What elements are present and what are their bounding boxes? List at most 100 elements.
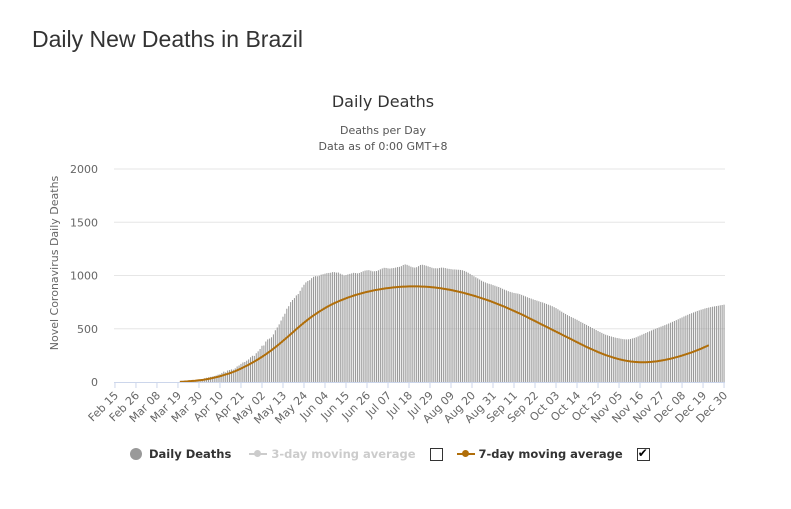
daily-deaths-bar[interactable] xyxy=(248,359,250,382)
daily-deaths-bar[interactable] xyxy=(509,291,511,382)
daily-deaths-bar[interactable] xyxy=(677,319,679,382)
daily-deaths-bar[interactable] xyxy=(662,325,664,382)
daily-deaths-bar[interactable] xyxy=(234,368,236,382)
daily-deaths-bar[interactable] xyxy=(412,267,414,382)
daily-deaths-bar[interactable] xyxy=(398,266,400,382)
daily-deaths-bar[interactable] xyxy=(309,280,311,382)
daily-deaths-bar[interactable] xyxy=(561,311,563,382)
daily-deaths-bar[interactable] xyxy=(408,265,410,382)
daily-deaths-bar[interactable] xyxy=(335,272,337,382)
daily-deaths-bar[interactable] xyxy=(712,306,714,382)
daily-deaths-bar[interactable] xyxy=(587,325,590,382)
daily-deaths-bar[interactable] xyxy=(219,374,221,382)
daily-deaths-bar[interactable] xyxy=(276,327,278,382)
daily-deaths-bar[interactable] xyxy=(232,369,234,382)
daily-deaths-bar[interactable] xyxy=(589,326,591,382)
daily-deaths-bar[interactable] xyxy=(526,297,528,382)
daily-deaths-bar[interactable] xyxy=(500,287,502,382)
daily-deaths-bar[interactable] xyxy=(314,276,316,382)
daily-deaths-bar[interactable] xyxy=(259,348,261,382)
daily-deaths-bar[interactable] xyxy=(374,271,376,382)
daily-deaths-bar[interactable] xyxy=(713,306,716,382)
daily-deaths-bar[interactable] xyxy=(524,296,526,382)
daily-deaths-bar[interactable] xyxy=(473,276,475,382)
daily-deaths-bar[interactable] xyxy=(463,270,465,382)
daily-deaths-bar[interactable] xyxy=(565,313,567,382)
daily-deaths-bar[interactable] xyxy=(458,269,460,382)
daily-deaths-bar[interactable] xyxy=(370,270,372,382)
daily-deaths-bar[interactable] xyxy=(467,272,469,382)
daily-deaths-bar[interactable] xyxy=(647,332,649,382)
daily-deaths-bar[interactable] xyxy=(593,328,595,382)
daily-deaths-bar[interactable] xyxy=(391,268,393,382)
daily-deaths-bar[interactable] xyxy=(377,270,379,382)
daily-deaths-bar[interactable] xyxy=(557,309,559,382)
daily-deaths-bar[interactable] xyxy=(255,353,257,382)
daily-deaths-bar[interactable] xyxy=(568,316,570,382)
daily-deaths-bar[interactable] xyxy=(494,285,496,382)
daily-deaths-bar[interactable] xyxy=(341,274,343,382)
daily-deaths-bar[interactable] xyxy=(230,369,232,382)
daily-deaths-bar[interactable] xyxy=(337,272,339,382)
daily-deaths-bar[interactable] xyxy=(582,322,584,382)
daily-deaths-bar[interactable] xyxy=(406,264,408,382)
daily-deaths-bar[interactable] xyxy=(553,307,555,382)
daily-deaths-bar[interactable] xyxy=(605,334,607,382)
daily-deaths-bar[interactable] xyxy=(513,292,515,382)
daily-deaths-bar[interactable] xyxy=(446,268,448,382)
daily-deaths-bar[interactable] xyxy=(249,357,252,382)
legend-daily-deaths[interactable]: Daily Deaths xyxy=(130,447,231,461)
daily-deaths-bar[interactable] xyxy=(355,273,357,382)
daily-deaths-bar[interactable] xyxy=(267,339,269,382)
daily-deaths-bar[interactable] xyxy=(616,338,618,382)
daily-deaths-bar[interactable] xyxy=(528,297,530,382)
daily-deaths-bar[interactable] xyxy=(675,320,677,382)
daily-deaths-bar[interactable] xyxy=(608,335,611,382)
daily-deaths-bar[interactable] xyxy=(334,272,336,382)
daily-deaths-bar[interactable] xyxy=(395,267,397,382)
daily-deaths-bar[interactable] xyxy=(263,345,265,382)
daily-deaths-bar[interactable] xyxy=(381,268,383,382)
daily-deaths-bar[interactable] xyxy=(393,268,395,382)
daily-deaths-bar[interactable] xyxy=(641,334,643,382)
daily-deaths-bar[interactable] xyxy=(698,310,700,382)
daily-deaths-bar[interactable] xyxy=(347,274,349,382)
daily-deaths-bar[interactable] xyxy=(542,302,544,382)
daily-deaths-bar[interactable] xyxy=(477,278,479,382)
daily-deaths-bar[interactable] xyxy=(461,270,463,382)
daily-deaths-bar[interactable] xyxy=(318,275,320,382)
daily-deaths-bar[interactable] xyxy=(215,375,217,382)
daily-deaths-bar[interactable] xyxy=(631,338,633,382)
daily-deaths-bar[interactable] xyxy=(486,283,488,382)
daily-deaths-bar[interactable] xyxy=(708,307,710,382)
daily-deaths-bar[interactable] xyxy=(404,264,406,382)
daily-deaths-bar[interactable] xyxy=(400,266,402,382)
daily-deaths-bar[interactable] xyxy=(421,264,423,382)
daily-deaths-bar[interactable] xyxy=(387,268,389,382)
daily-deaths-bar[interactable] xyxy=(523,295,525,382)
daily-deaths-bar[interactable] xyxy=(595,330,597,382)
daily-deaths-bar[interactable] xyxy=(496,286,498,382)
daily-deaths-bar[interactable] xyxy=(652,329,654,382)
daily-deaths-bar[interactable] xyxy=(427,266,429,382)
daily-deaths-bar[interactable] xyxy=(599,331,601,382)
daily-deaths-bar[interactable] xyxy=(236,366,238,382)
daily-deaths-bar[interactable] xyxy=(685,315,687,382)
daily-deaths-bar[interactable] xyxy=(402,264,404,382)
daily-deaths-bar[interactable] xyxy=(211,376,213,382)
daily-deaths-bar[interactable] xyxy=(410,266,412,382)
daily-deaths-bar[interactable] xyxy=(225,372,227,382)
daily-deaths-bar[interactable] xyxy=(498,287,500,382)
daily-deaths-bar[interactable] xyxy=(649,331,651,382)
daily-deaths-bar[interactable] xyxy=(292,299,294,382)
daily-deaths-bar[interactable] xyxy=(274,330,276,382)
daily-deaths-bar[interactable] xyxy=(284,313,286,382)
daily-deaths-bar[interactable] xyxy=(580,321,582,382)
daily-deaths-bar[interactable] xyxy=(282,316,284,382)
daily-deaths-bar[interactable] xyxy=(507,291,509,382)
daily-deaths-bar[interactable] xyxy=(213,376,215,382)
daily-deaths-bar[interactable] xyxy=(637,336,639,382)
daily-deaths-bar[interactable] xyxy=(710,307,712,382)
daily-deaths-bar[interactable] xyxy=(414,267,416,382)
daily-deaths-bar[interactable] xyxy=(364,270,366,382)
